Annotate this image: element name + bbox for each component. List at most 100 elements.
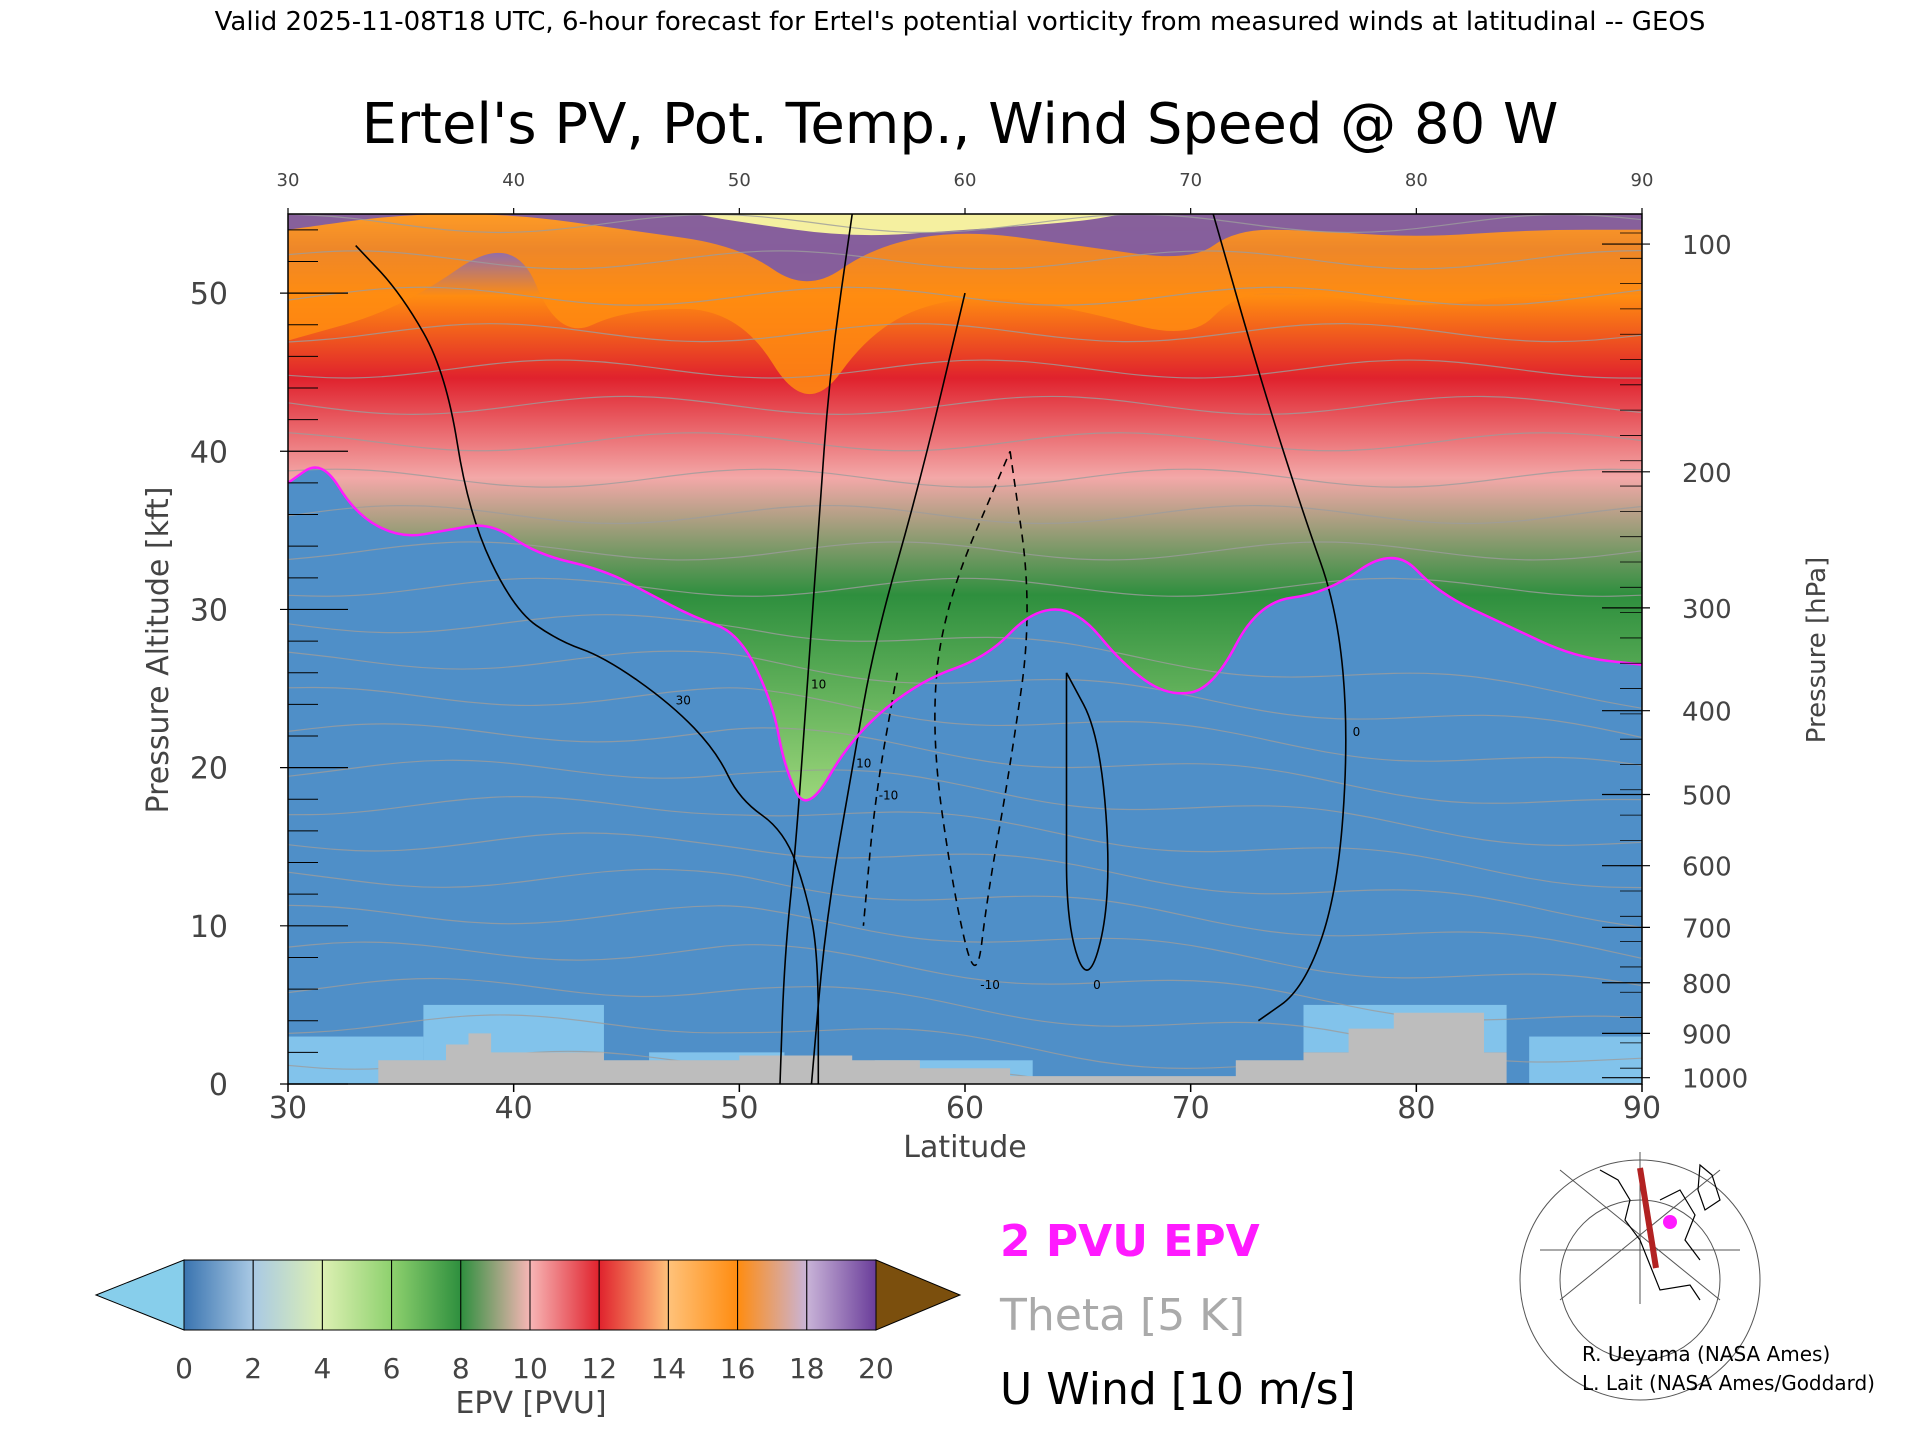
colorbar-low-arrow bbox=[94, 1259, 185, 1331]
colorbar-segment bbox=[806, 1259, 877, 1331]
stratosphere-pv-fill bbox=[288, 214, 1642, 801]
colorbar-label: EPV [PVU] bbox=[455, 1386, 606, 1421]
u-wind-contour-label: -10 bbox=[879, 788, 899, 802]
legend-2pvu: 2 PVU EPV bbox=[1000, 1216, 1260, 1267]
u-wind-contour bbox=[810, 292, 966, 1084]
coastline-icon bbox=[1599, 1169, 1701, 1301]
y-tick-label-left: 20 bbox=[190, 752, 228, 787]
colorbar-tick-label: 20 bbox=[858, 1352, 894, 1385]
theta-contour bbox=[288, 249, 1642, 270]
low-pv-patch bbox=[1529, 1036, 1642, 1084]
credit-line-1: R. Ueyama (NASA Ames) bbox=[1582, 1342, 1830, 1366]
epv-colorbar: 0 2 4 6 8 10 12 14 16 18 20 bbox=[94, 1259, 962, 1385]
theta-contour bbox=[288, 868, 1642, 959]
u-wind-contour bbox=[1065, 672, 1109, 971]
u-wind-contour-label: -10 bbox=[980, 978, 1000, 992]
theta-contour bbox=[288, 395, 1642, 415]
theta-contour bbox=[288, 832, 1642, 928]
x-tick-label-top: 60 bbox=[954, 170, 977, 191]
theta-contour bbox=[288, 323, 1642, 343]
top-pv-band-yellow bbox=[694, 214, 1123, 236]
y-tick-label-right: 500 bbox=[1682, 782, 1732, 812]
x-axis-top: 30 40 50 60 70 80 90 bbox=[277, 170, 1654, 214]
terrain bbox=[355, 1012, 1507, 1084]
legend-u-wind: U Wind [10 m/s] bbox=[1000, 1364, 1356, 1415]
legend-theta: Theta [5 K] bbox=[999, 1290, 1245, 1341]
y-tick-label-right: 200 bbox=[1682, 459, 1732, 489]
u-wind-contour bbox=[862, 672, 899, 926]
u-wind-contour-label: 30 bbox=[676, 693, 691, 707]
theta-contour bbox=[288, 614, 1642, 709]
x-tick-label-top: 50 bbox=[728, 170, 751, 191]
u-wind-contour bbox=[1212, 214, 1347, 1022]
theta-contour bbox=[288, 904, 1642, 987]
theta-contour bbox=[288, 650, 1642, 739]
theta-contours bbox=[288, 214, 1642, 1084]
x-tick-label-top: 40 bbox=[502, 170, 525, 191]
colorbar-segment bbox=[391, 1259, 462, 1331]
x-tick-label-top: 90 bbox=[1631, 170, 1654, 191]
y-tick-label-left: 10 bbox=[190, 910, 228, 945]
colorbar-segment bbox=[460, 1259, 531, 1331]
colorbar-high-arrow bbox=[875, 1259, 962, 1331]
theta-contour bbox=[288, 468, 1642, 488]
colorbar-tick-label: 16 bbox=[720, 1352, 756, 1385]
x-tick-label-top: 30 bbox=[277, 170, 300, 191]
u-wind-contour bbox=[779, 214, 853, 1084]
x-tick-label-bottom: 30 bbox=[269, 1091, 307, 1126]
colorbar-tick-label: 12 bbox=[581, 1352, 617, 1385]
theta-contour bbox=[288, 432, 1642, 452]
theta-contour bbox=[288, 686, 1642, 766]
y-tick-label-right: 100 bbox=[1682, 231, 1732, 261]
theta-contour bbox=[288, 214, 1642, 234]
plot-area: 30 10 10 0 -10 -10 0 bbox=[288, 214, 1642, 1084]
u-wind-contour-label: 0 bbox=[1093, 978, 1101, 992]
u-wind-contour-label: 0 bbox=[1353, 725, 1361, 739]
x-tick-label-bottom: 70 bbox=[1172, 1091, 1210, 1126]
y-axis-left: 0 10 20 30 40 50 bbox=[190, 229, 348, 1103]
y-tick-label-right: 600 bbox=[1682, 853, 1732, 883]
colorbar-segment bbox=[321, 1259, 393, 1331]
inset-track-line bbox=[1637, 1167, 1659, 1269]
inset-map bbox=[1519, 1152, 1761, 1401]
y-tick-label-right: 1000 bbox=[1682, 1065, 1748, 1095]
colorbar-segment bbox=[737, 1259, 808, 1331]
colorbar-segment bbox=[598, 1259, 669, 1331]
x-tick-label-bottom: 60 bbox=[946, 1091, 984, 1126]
tropopause-2pvu-line bbox=[288, 466, 1642, 802]
u-wind-contour bbox=[934, 450, 1028, 966]
u-wind-contour-label: 10 bbox=[856, 757, 871, 771]
colorbar-tick-label: 4 bbox=[313, 1352, 331, 1385]
x-tick-label-bottom: 50 bbox=[720, 1091, 758, 1126]
y-axis-right: 100 200 300 400 500 600 700 800 900 1000 bbox=[1602, 231, 1748, 1095]
valid-time-header: Valid 2025-11-08T18 UTC, 6-hour forecast… bbox=[215, 7, 1706, 37]
colorbar-tick-label: 8 bbox=[452, 1352, 470, 1385]
u-wind-contours: 30 10 10 0 -10 -10 0 bbox=[355, 214, 1361, 1084]
theta-contour bbox=[288, 359, 1642, 379]
colorbar-tick-label: 14 bbox=[651, 1352, 687, 1385]
y-axis-left-label: Pressure Altitude [kft] bbox=[141, 487, 176, 814]
x-tick-label-bottom: 90 bbox=[1623, 1091, 1661, 1126]
colorbar-segment bbox=[529, 1259, 600, 1331]
theta-contour bbox=[288, 541, 1642, 561]
u-wind-contour-label: 10 bbox=[811, 678, 826, 692]
theta-contour bbox=[288, 577, 1642, 597]
chart-title: Ertel's PV, Pot. Temp., Wind Speed @ 80 … bbox=[362, 92, 1559, 157]
colorbar-tick-label: 10 bbox=[512, 1352, 548, 1385]
u-wind-contour bbox=[355, 245, 820, 1084]
x-tick-label-bottom: 80 bbox=[1397, 1091, 1435, 1126]
colorbar-tick-label: 18 bbox=[789, 1352, 825, 1385]
y-tick-label-right: 700 bbox=[1682, 914, 1732, 944]
y-axis-right-label: Pressure [hPa] bbox=[1802, 557, 1832, 744]
colorbar-tick-label: 6 bbox=[383, 1352, 401, 1385]
y-tick-label-right: 400 bbox=[1682, 698, 1732, 728]
inset-marker bbox=[1663, 1215, 1677, 1229]
y-tick-label-left: 0 bbox=[209, 1068, 228, 1103]
theta-contour bbox=[288, 723, 1642, 804]
colorbar-segment bbox=[183, 1259, 254, 1331]
y-tick-label-right: 900 bbox=[1682, 1020, 1732, 1050]
y-tick-label-right: 800 bbox=[1682, 970, 1732, 1000]
theta-contour bbox=[288, 504, 1642, 525]
